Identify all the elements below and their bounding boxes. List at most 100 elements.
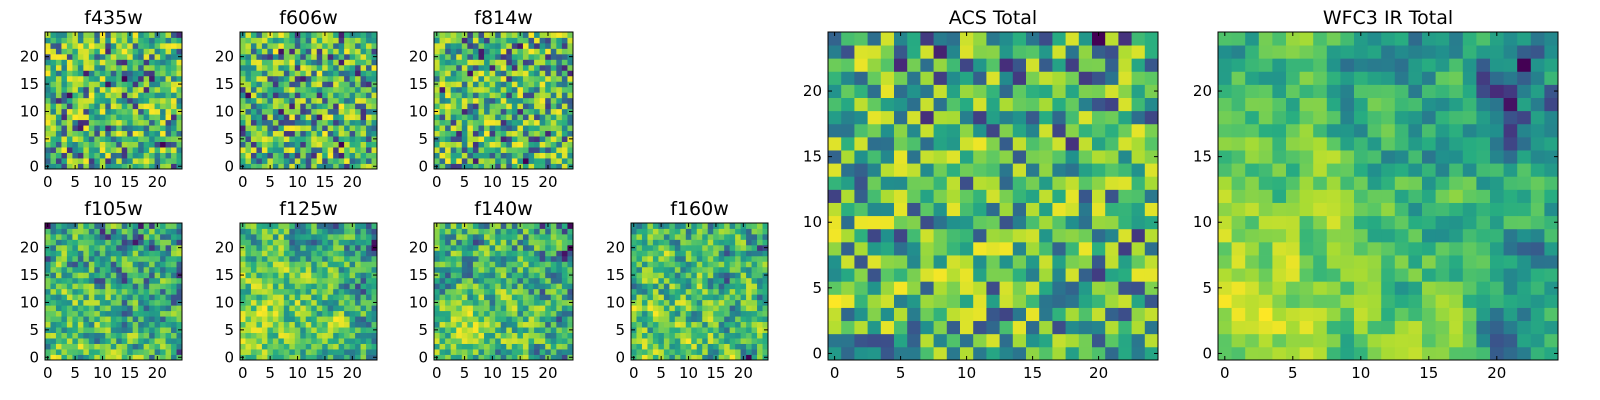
heatmap-cell [272,255,279,262]
heatmap-cell [261,277,268,284]
heatmap-cell [691,354,698,361]
heatmap-cell [316,316,323,323]
heatmap-cell [506,250,513,257]
heatmap-cell [696,228,703,235]
heatmap-cell [61,141,68,148]
heatmap-cell [272,86,279,93]
heatmap-cell [545,141,552,148]
heatmap-cell [83,239,90,246]
heatmap-cell [311,64,318,71]
heatmap-cell [461,42,468,49]
heatmap-cell [450,70,457,77]
heatmap-cell [66,163,73,170]
heatmap-cell [1039,241,1053,256]
heatmap-cell [718,283,725,290]
heatmap-cell [154,349,161,355]
heatmap-cell [729,244,736,251]
heatmap-cell [105,114,112,121]
heatmap-cell [105,250,112,257]
heatmap-cell [511,343,518,350]
heatmap-cell [250,244,257,251]
heatmap-cell [1144,241,1159,256]
heatmap-cell [506,316,513,323]
heatmap-cell [278,316,285,323]
heatmap-cell [110,332,117,339]
heatmap-cell [762,343,769,350]
heatmap-cell [50,37,57,44]
heatmap-cell [561,288,568,295]
heatmap-cell [539,299,546,306]
heatmap-cell [550,59,557,66]
heatmap-cell [506,152,513,159]
heatmap-cell [522,48,529,55]
heatmap-cell [920,268,934,282]
heatmap-cell [456,130,463,137]
heatmap-cell [338,223,345,229]
heatmap-cell [94,81,101,88]
heatmap-cell [472,338,479,344]
heatmap-cell [322,305,329,312]
heatmap-cell [300,136,307,142]
heatmap-cell [149,158,155,164]
heatmap-cell [105,266,112,273]
heatmap-cell [289,59,296,66]
heatmap-cell [511,32,518,38]
heatmap-cell [658,310,665,317]
heatmap-cell [456,305,463,312]
heatmap-cell [751,294,758,301]
heatmap-cell [647,288,654,295]
heatmap-cell [138,81,145,88]
heatmap-cell [685,310,692,317]
heatmap-cell [456,81,463,88]
heatmap-cell [841,333,855,348]
heatmap-cell [50,136,57,142]
heatmap-cell [283,310,290,317]
heatmap-cell [305,244,312,251]
heatmap-cell [289,81,296,88]
heatmap-cell [556,283,563,290]
heatmap-cell [366,125,372,132]
heatmap-cell [522,70,529,77]
heatmap-cell [550,299,557,306]
heatmap-cell [999,346,1014,361]
heatmap-cell [500,272,507,279]
heatmap-cell [165,75,172,82]
heatmap-cell [647,283,654,290]
heatmap-cell [278,283,285,290]
heatmap-cell [61,255,68,262]
heatmap-cell [160,59,166,66]
heatmap-cell [456,141,463,148]
heatmap-cell [132,277,139,284]
heatmap-cell [240,228,246,235]
heatmap-cell [88,277,95,284]
heatmap-cell [149,130,155,137]
heatmap-cell [338,343,345,350]
heatmap-cell [245,75,252,82]
heatmap-cell [986,202,1000,217]
heatmap-cell [176,305,183,312]
heatmap-cell [289,86,296,93]
heatmap-cell [556,103,563,110]
heatmap-cell [105,332,112,339]
heatmap-cell [77,255,84,262]
heatmap-cell [344,288,350,295]
heatmap-cell [724,327,731,333]
heatmap-cell [467,152,474,159]
heatmap-cell [50,327,57,333]
heatmap-cell [854,189,868,203]
heatmap-cell [327,327,334,333]
heatmap-cell [77,75,84,82]
heatmap-cell [746,266,752,273]
heatmap-cell [355,283,361,290]
heatmap-cell [176,277,183,284]
heatmap-cell [160,125,166,132]
heatmap-cell [735,338,741,344]
heatmap-cell [333,343,340,350]
heatmap-cell [1118,333,1132,348]
heatmap-cell [867,176,882,190]
heatmap-cell [105,92,112,99]
heatmap-cell [946,320,961,335]
x-tick-label: 15 [706,364,725,382]
heatmap-cell [456,332,463,339]
heatmap-cell [132,92,139,99]
